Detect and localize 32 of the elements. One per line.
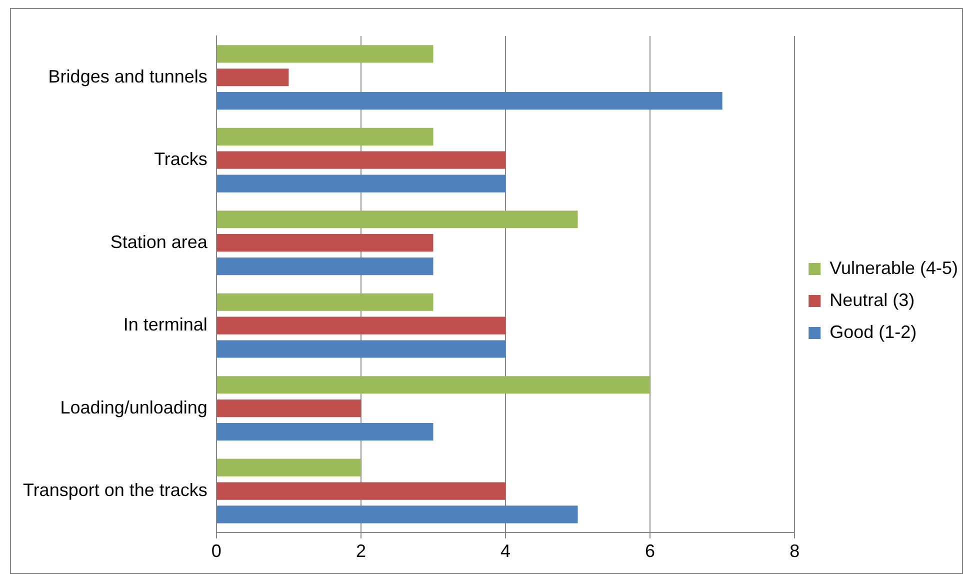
bar (216, 234, 434, 252)
legend-label: Good (1-2) (830, 322, 917, 342)
bar (216, 458, 361, 476)
legend-label: Neutral (3) (830, 290, 915, 310)
bar (216, 210, 578, 228)
x-tick-label: 6 (645, 541, 656, 562)
legend-label: Vulnerable (4-5) (830, 258, 958, 278)
bar (216, 174, 506, 192)
x-tick-label: 2 (356, 541, 366, 562)
bar (216, 92, 722, 110)
bar (216, 316, 506, 334)
y-tick-label: Loading/unloading (60, 397, 208, 418)
bar (216, 506, 578, 524)
y-tick-label: Bridges and tunnels (48, 66, 208, 86)
bar (216, 400, 361, 418)
bar (216, 376, 650, 394)
y-tick-label: Tracks (154, 149, 208, 170)
y-tick-label: Transport on the tracks (22, 480, 208, 500)
bar (216, 422, 434, 441)
bar (216, 340, 506, 358)
x-tick-label: 0 (211, 541, 222, 562)
y-tick-label: Station area (110, 232, 208, 252)
x-tick-label: 8 (790, 541, 800, 562)
y-tick-label: In terminal (123, 314, 208, 335)
bar (216, 257, 434, 276)
bar (216, 151, 506, 169)
bar (216, 482, 506, 500)
bar (216, 68, 289, 86)
bar (216, 45, 434, 63)
bar (216, 293, 434, 311)
x-tick-label: 4 (500, 541, 511, 562)
bar (216, 128, 434, 146)
